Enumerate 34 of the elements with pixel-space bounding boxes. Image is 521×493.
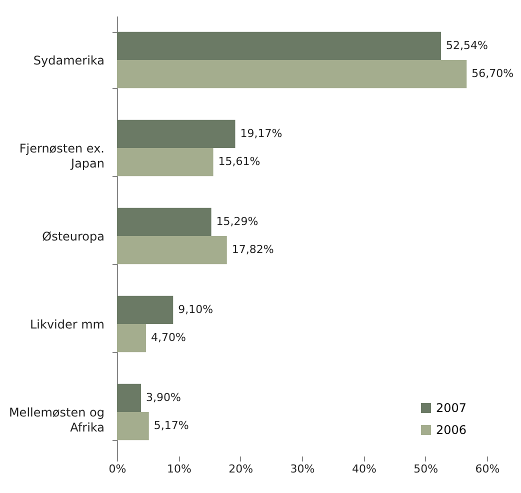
data-label: 3,90% [146,390,182,404]
bar [117,324,146,352]
x-tick-label: 40% [352,462,376,476]
y-tick-label: Østeuropa [42,230,104,244]
data-label: 9,10% [178,302,214,316]
y-tick-label: Likvider mm [30,318,104,332]
data-label: 4,70% [150,331,186,344]
y-tick-label: Mellemøsten og Afrika [8,406,104,434]
x-tick-label: 10% [166,462,192,476]
legend-label: 2006 [436,423,467,437]
bar [117,296,174,324]
data-label: 17,82% [232,243,274,256]
legend-label: 2007 [436,401,467,415]
x-tick-label: 50% [414,462,438,476]
data-label: 15,29% [216,214,258,228]
x-tick-label: 0% [108,462,126,476]
x-tick-label: 30% [290,462,315,476]
bar [117,236,227,264]
data-label: 5,17% [154,419,189,432]
bar [117,148,214,176]
y-tick-label: Fjernøsten ex. Japan [19,142,104,170]
data-label: 52,54% [446,38,488,52]
y-tick-label: Sydamerika [33,54,104,68]
bar [117,412,149,440]
bar [117,32,441,60]
data-label: 19,17% [240,126,282,140]
bar [117,120,236,148]
bar [117,208,212,236]
x-tick-label: 60% [475,462,500,476]
x-tick-label: 20% [228,462,254,476]
data-label: 56,70% [472,67,514,80]
bar [117,60,467,88]
bar [117,384,142,412]
data-label: 15,61% [218,155,260,168]
